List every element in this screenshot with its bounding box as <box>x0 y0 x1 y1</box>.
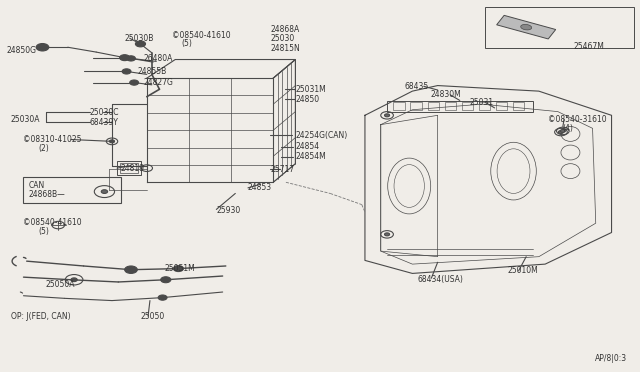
Text: (5): (5) <box>38 227 49 236</box>
Text: 24855B: 24855B <box>138 67 166 76</box>
Text: ©08540-41610: ©08540-41610 <box>24 218 82 227</box>
Circle shape <box>136 41 145 47</box>
Text: 25030A: 25030A <box>11 115 40 124</box>
Text: 24853: 24853 <box>248 183 272 192</box>
Text: 25031: 25031 <box>469 98 493 107</box>
Bar <box>410 102 422 110</box>
Text: 25717: 25717 <box>270 165 294 174</box>
Text: 25030B: 25030B <box>125 34 154 43</box>
Text: 25050: 25050 <box>140 312 164 321</box>
Bar <box>120 163 138 173</box>
Text: 24254G(CAN): 24254G(CAN) <box>296 131 348 140</box>
Text: 68435: 68435 <box>404 82 429 91</box>
Text: 24827G: 24827G <box>143 78 173 87</box>
Text: OP: J(FED, CAN): OP: J(FED, CAN) <box>11 312 70 321</box>
Bar <box>479 102 490 110</box>
Circle shape <box>173 266 184 272</box>
Text: ©08540-41610: ©08540-41610 <box>172 31 230 40</box>
Bar <box>445 102 456 110</box>
Text: 24815N: 24815N <box>270 44 300 53</box>
Bar <box>513 102 524 110</box>
Circle shape <box>385 233 390 236</box>
Text: 25031M: 25031M <box>296 85 326 94</box>
Circle shape <box>109 140 115 143</box>
Text: 24819: 24819 <box>120 164 144 173</box>
Text: 25051M: 25051M <box>164 264 195 273</box>
Bar <box>117 161 141 175</box>
Text: 24868B—: 24868B— <box>29 190 65 199</box>
Text: 25030C: 25030C <box>90 108 120 117</box>
Bar <box>24 177 122 203</box>
Text: AP/8|0:3: AP/8|0:3 <box>595 354 627 363</box>
Text: 25930: 25930 <box>216 206 241 215</box>
Text: 24830M: 24830M <box>430 90 461 99</box>
Circle shape <box>561 129 565 132</box>
Text: 24854: 24854 <box>296 142 319 151</box>
Text: ©08540-31610: ©08540-31610 <box>548 115 607 124</box>
Circle shape <box>120 55 130 61</box>
Bar <box>496 102 508 110</box>
Text: 24850: 24850 <box>296 95 319 104</box>
Circle shape <box>161 277 171 283</box>
Circle shape <box>385 114 390 117</box>
Circle shape <box>158 295 167 300</box>
Text: 25030: 25030 <box>270 34 294 43</box>
Text: ©08310-41025: ©08310-41025 <box>24 135 82 144</box>
Bar <box>387 101 532 112</box>
Circle shape <box>71 278 77 282</box>
Text: 25050A: 25050A <box>45 280 75 289</box>
Text: 24854M: 24854M <box>296 153 326 161</box>
Text: (5): (5) <box>182 39 193 48</box>
Circle shape <box>122 69 131 74</box>
Bar <box>485 7 634 48</box>
Bar <box>461 102 473 110</box>
Text: 68434(USA): 68434(USA) <box>417 275 463 284</box>
Circle shape <box>559 131 563 134</box>
Circle shape <box>36 44 49 51</box>
Bar <box>394 102 404 110</box>
Bar <box>497 15 556 39</box>
Text: CAN: CAN <box>29 181 45 190</box>
Circle shape <box>127 56 136 61</box>
Circle shape <box>125 266 138 273</box>
Circle shape <box>101 190 108 193</box>
Circle shape <box>130 80 139 85</box>
Bar <box>428 102 439 110</box>
Text: 68439Y: 68439Y <box>90 118 119 126</box>
Text: 25467M: 25467M <box>573 42 605 51</box>
Text: (4): (4) <box>563 124 573 133</box>
Ellipse shape <box>521 25 532 30</box>
Text: 26480A: 26480A <box>143 54 173 63</box>
Text: (2): (2) <box>38 144 49 153</box>
Text: 24850G: 24850G <box>6 46 36 55</box>
Text: 24868A: 24868A <box>270 25 300 34</box>
Text: 25010M: 25010M <box>508 266 538 275</box>
